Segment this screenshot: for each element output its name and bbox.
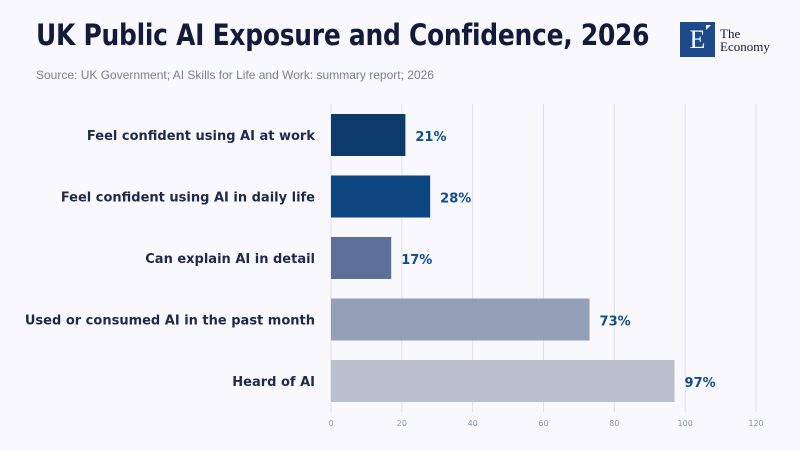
value-label: 97%	[685, 376, 716, 391]
category-label: Heard of AI	[232, 375, 315, 390]
chart-title: UK Public AI Exposure and Confidence, 20…	[36, 18, 650, 52]
category-label: Can explain AI in detail	[145, 252, 315, 267]
logo-line-1: The	[720, 25, 741, 41]
category-label: Feel confident using AI at work	[87, 129, 315, 144]
value-label: 28%	[440, 192, 471, 207]
x-tick-label: 40	[468, 419, 478, 428]
bar	[331, 237, 392, 279]
bar	[331, 298, 590, 341]
x-tick-label: 80	[609, 419, 619, 428]
bars	[331, 114, 675, 402]
category-label: Feel confident using AI in daily life	[61, 191, 315, 206]
logo-tick-icon	[706, 25, 711, 30]
x-axis-ticks: 0 20 40 60 80 100 120	[328, 419, 763, 428]
logo-mark-icon: E	[680, 22, 715, 57]
bar	[331, 114, 406, 156]
logo-letter: E	[689, 24, 706, 54]
logo-text: The Economy	[720, 27, 770, 53]
x-tick-label: 20	[397, 419, 407, 428]
value-label: 73%	[600, 315, 631, 330]
x-tick-label: 120	[748, 419, 763, 428]
logo-line-2: Economy	[720, 38, 770, 54]
bar	[331, 175, 431, 218]
category-label: Used or consumed AI in the past month	[25, 314, 315, 329]
bar	[331, 360, 675, 402]
x-tick-label: 100	[678, 419, 693, 428]
x-tick-label: 0	[328, 419, 333, 428]
x-tick-label: 60	[538, 419, 548, 428]
brand-logo: E The Economy	[680, 22, 770, 57]
category-labels: Feel confident using AI at work Feel conf…	[25, 129, 315, 390]
value-label: 21%	[415, 130, 446, 145]
chart-source: Source: UK Government; AI Skills for Lif…	[36, 68, 434, 82]
value-label: 17%	[401, 253, 432, 268]
value-labels: 21% 28% 17% 73% 97%	[401, 130, 715, 391]
